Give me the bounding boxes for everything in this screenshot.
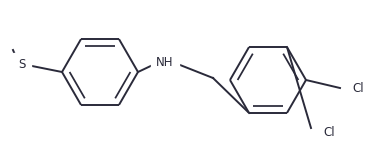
Text: NH: NH	[156, 57, 174, 69]
Text: S: S	[18, 58, 26, 72]
Text: Cl: Cl	[323, 126, 335, 138]
Text: Cl: Cl	[352, 81, 364, 94]
